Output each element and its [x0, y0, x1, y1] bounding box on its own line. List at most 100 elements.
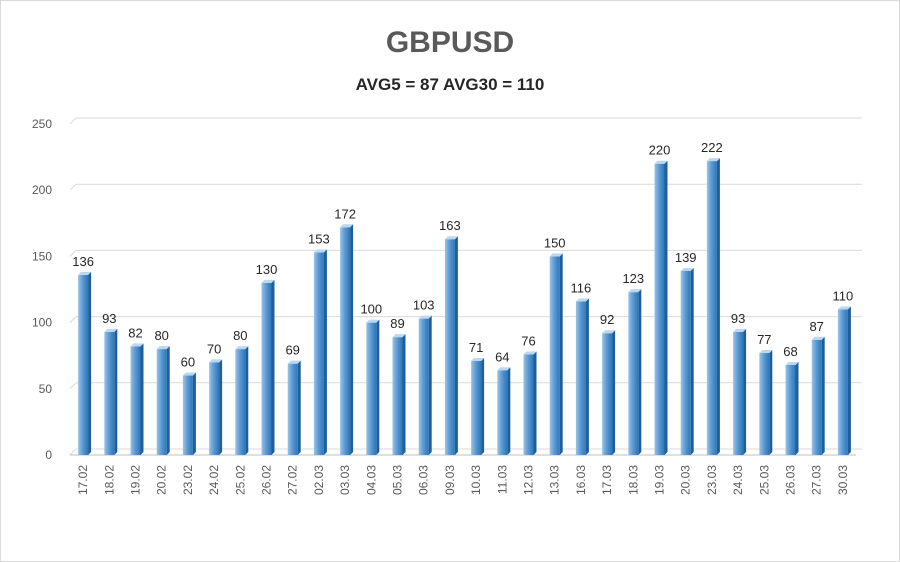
gridline-depth	[69, 117, 77, 125]
bar	[549, 256, 560, 455]
x-tick-label: 10.03	[469, 465, 483, 495]
bar-top	[444, 236, 458, 240]
bar-top	[366, 319, 380, 323]
bar-top	[837, 306, 851, 310]
bar-side	[454, 236, 458, 455]
bar-side	[769, 350, 773, 455]
bar-side	[507, 367, 511, 455]
bar-side	[559, 253, 563, 455]
chart-subtitle: AVG5 = 87 AVG30 = 110	[355, 75, 545, 94]
bar	[78, 274, 89, 455]
bar-30.03	[837, 306, 851, 455]
bar	[104, 331, 115, 455]
x-tick-label: 05.03	[391, 465, 405, 495]
data-label: 116	[571, 280, 592, 295]
bar-03.03	[340, 224, 354, 455]
bar-top	[78, 271, 92, 275]
y-tick-label: 50	[39, 382, 53, 396]
x-tick-label: 18.03	[626, 465, 640, 495]
x-tick-label: 25.03	[757, 465, 771, 495]
bar	[418, 318, 429, 455]
bar-24.03	[733, 328, 747, 455]
bar	[837, 309, 848, 455]
x-tick-label: 06.03	[417, 465, 431, 495]
bar-23.03	[706, 158, 720, 455]
bar	[680, 270, 691, 455]
bar-10.03	[471, 357, 485, 455]
x-tick-label: 24.02	[207, 465, 221, 495]
bar-17.02	[78, 271, 92, 455]
data-label: 153	[308, 231, 330, 246]
bar	[130, 346, 141, 455]
bar-top	[471, 357, 485, 361]
bar	[287, 363, 298, 455]
x-tick-label: 03.03	[338, 465, 352, 495]
bar-20.03	[680, 267, 694, 455]
bar-top	[759, 350, 773, 354]
bar-16.03	[575, 298, 589, 455]
bar-top	[392, 334, 406, 338]
bar	[575, 301, 586, 455]
x-tick-label: 02.03	[312, 465, 326, 495]
bar-26.03	[785, 361, 799, 455]
data-label: 69	[285, 343, 299, 358]
bar-09.03	[444, 236, 458, 455]
chart-title: GBPUSD	[385, 26, 515, 59]
bar-06.03	[418, 315, 432, 455]
bar	[156, 349, 167, 455]
bar-27.03	[811, 336, 825, 455]
bar-top	[130, 343, 144, 347]
bar-top	[602, 330, 616, 334]
gridline-depth	[69, 316, 77, 323]
data-label: 87	[809, 319, 823, 334]
data-label: 82	[128, 325, 142, 340]
x-tick-label: 20.03	[679, 465, 693, 495]
bar-side	[323, 249, 327, 455]
x-tick-label: 17.03	[600, 465, 614, 495]
bar-side	[638, 289, 642, 455]
data-label: 222	[701, 140, 723, 155]
bar-25.02	[235, 346, 249, 455]
data-label: 110	[833, 288, 854, 303]
y-tick-label: 150	[32, 249, 52, 263]
data-label: 80	[233, 328, 247, 343]
y-tick-label: 0	[45, 448, 52, 462]
bar	[654, 163, 665, 455]
x-tick-label: 19.02	[129, 465, 143, 495]
bar-19.02	[130, 343, 144, 455]
x-tick-label: 27.02	[286, 465, 300, 495]
data-label: 68	[783, 344, 797, 359]
bar-side	[533, 351, 537, 455]
x-tick-label: 17.02	[76, 465, 90, 495]
bar	[340, 227, 351, 455]
data-label: 60	[181, 355, 195, 370]
bar	[235, 349, 246, 455]
x-tick-label: 26.03	[784, 465, 798, 495]
bar	[444, 239, 455, 455]
bar-12.03	[523, 351, 537, 455]
bar-18.03	[628, 289, 642, 455]
data-label: 93	[102, 311, 116, 326]
bar	[523, 354, 534, 455]
x-tick-label: 09.03	[443, 465, 457, 495]
y-tick-label: 100	[32, 316, 52, 330]
bar-17.03	[602, 330, 616, 455]
bar	[628, 292, 639, 455]
x-tick-label: 26.02	[260, 465, 274, 495]
bar-side	[428, 315, 432, 455]
bar	[811, 339, 822, 455]
bar	[497, 370, 508, 455]
bar-02.03	[313, 249, 327, 455]
x-tick-label: 30.03	[836, 465, 850, 495]
x-tick-label: 24.03	[731, 465, 745, 495]
bar-side	[245, 346, 249, 455]
x-tick-label: 23.02	[181, 465, 195, 495]
bar-top	[497, 367, 511, 371]
bar-side	[88, 271, 92, 455]
bar	[785, 364, 796, 455]
bar-top	[209, 359, 223, 363]
bar-top	[680, 267, 694, 271]
data-label: 64	[495, 349, 509, 364]
bar-side	[690, 267, 694, 455]
